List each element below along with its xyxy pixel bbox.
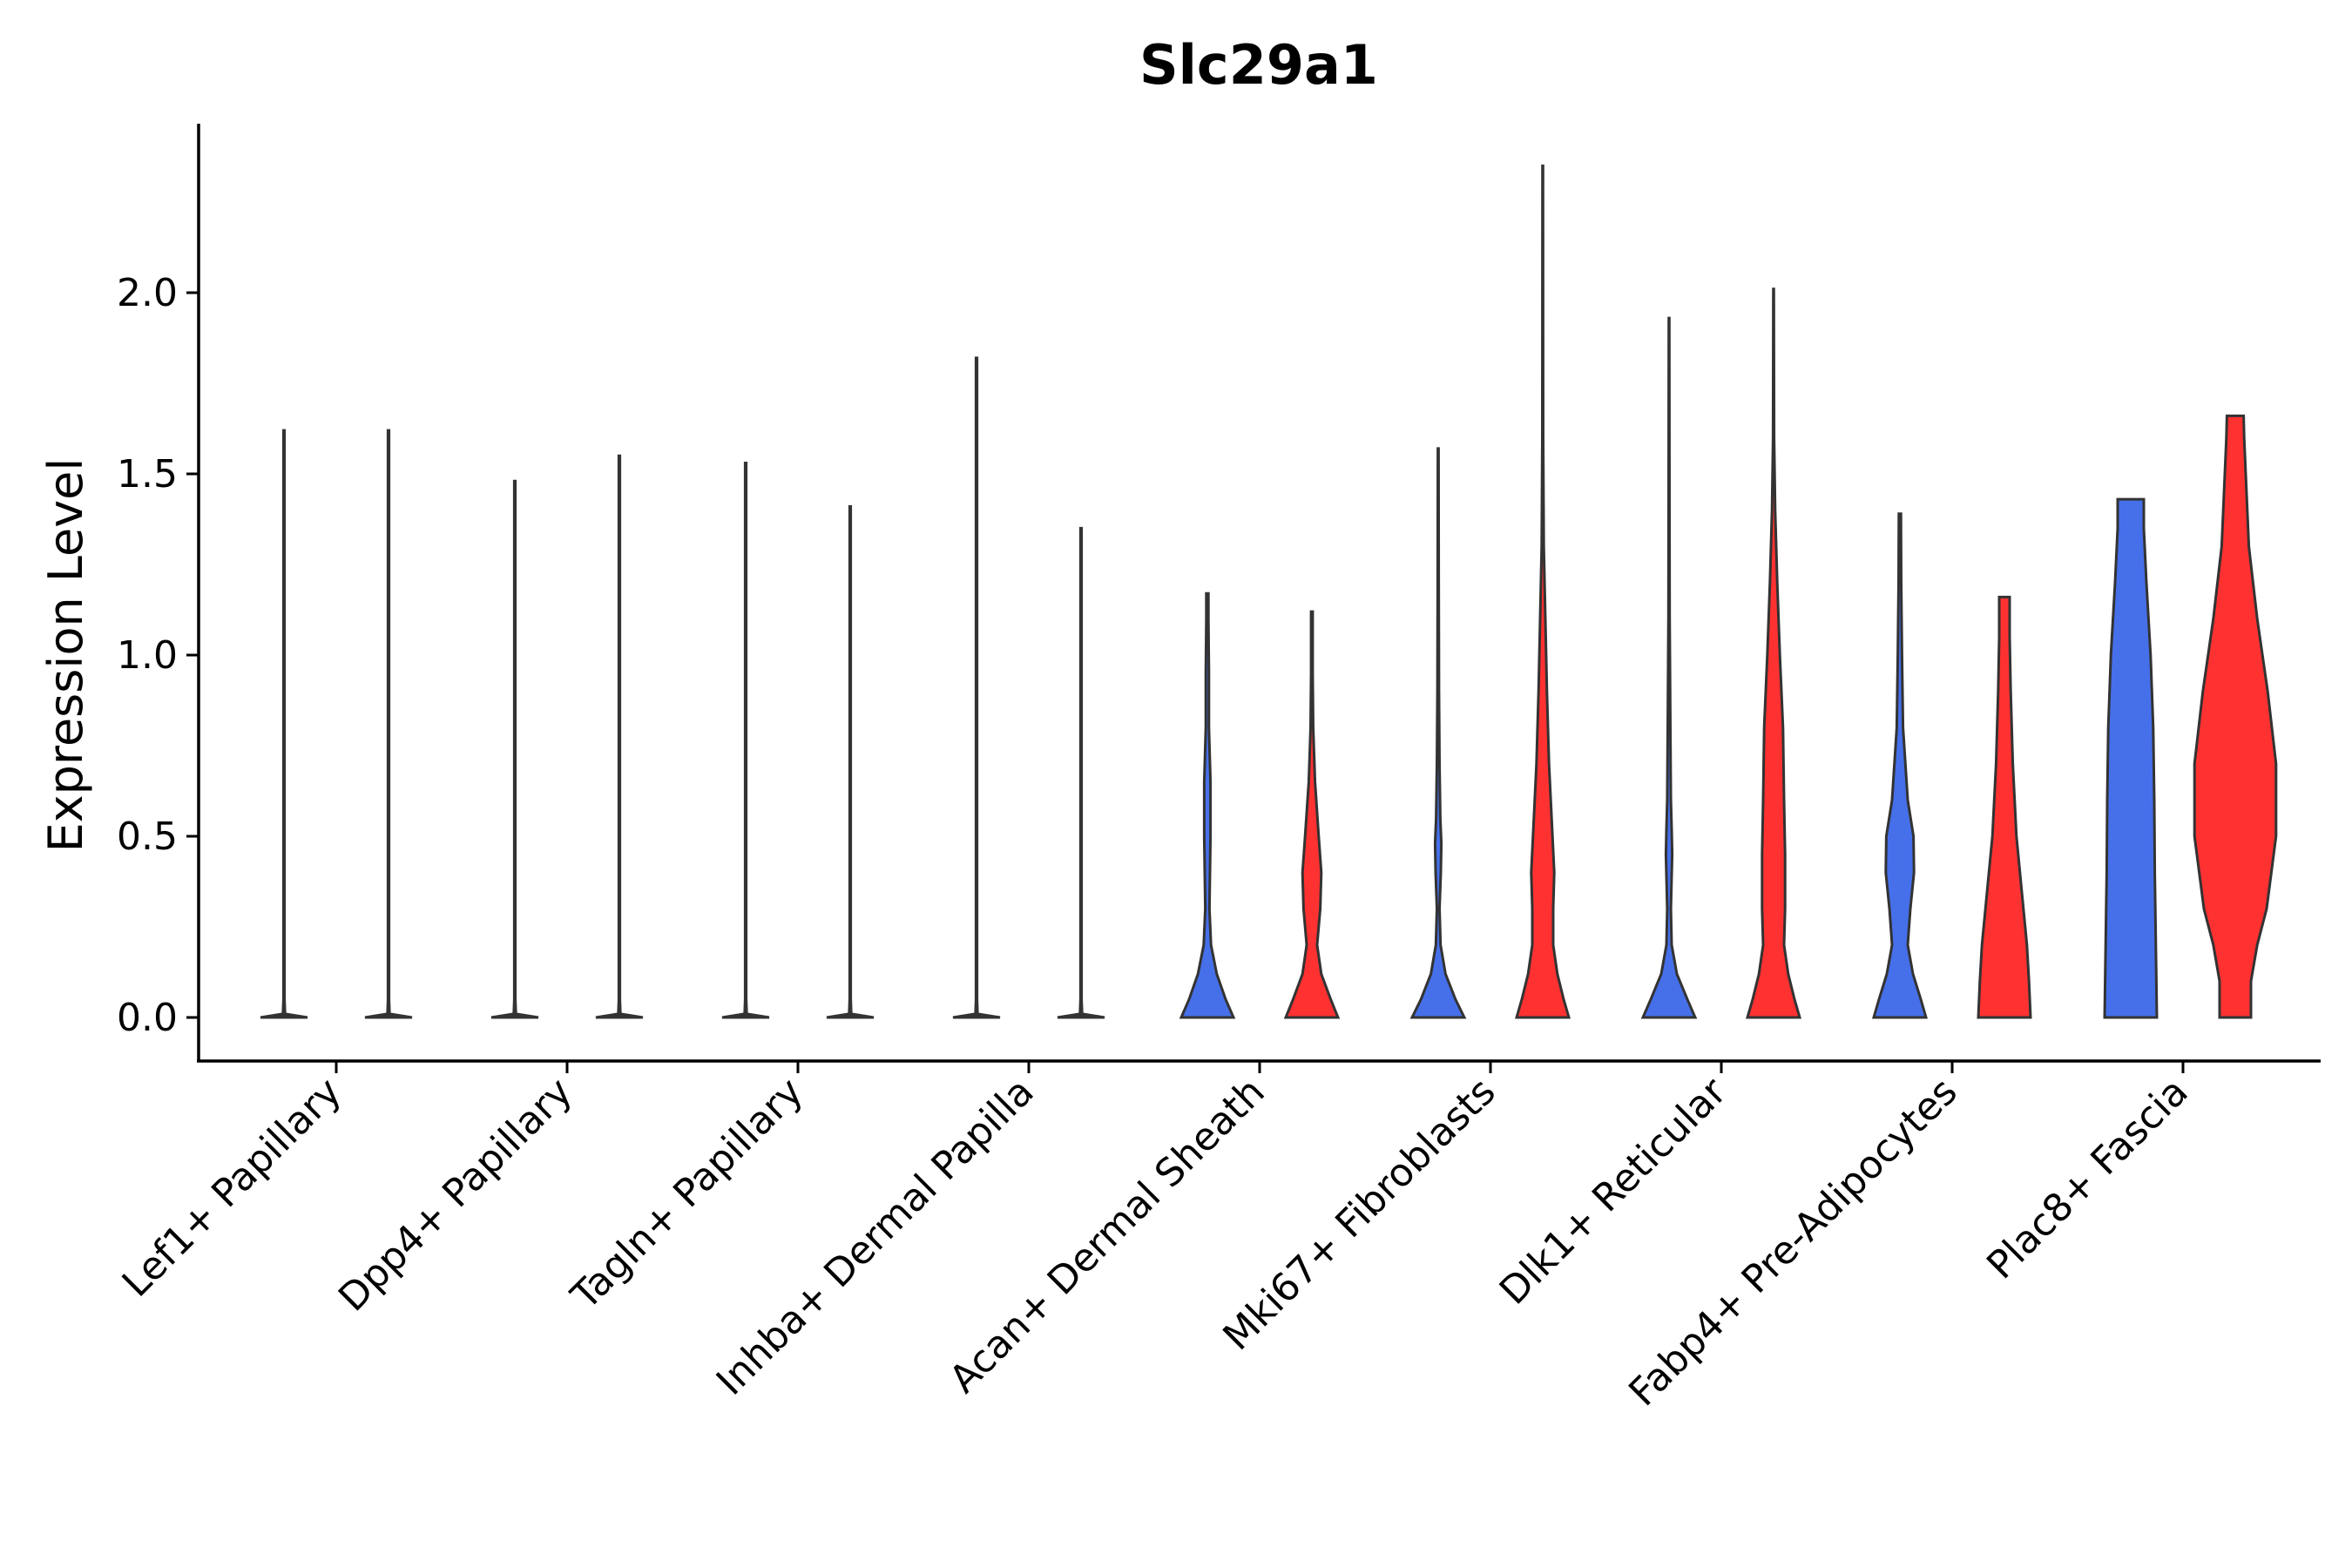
y-tick-label: 2.0 [117,271,178,315]
violin-lef1-papillary-a [260,429,308,1019]
violin-mki67-fibroblasts-a [1409,447,1467,1019]
violin-dpp4-papillary-b [595,454,644,1019]
y-axis-ticks: 0.0 0.5 1.0 1.5 2.0 [117,271,199,1040]
violin-plac8-fascia-b [2193,414,2278,1019]
violins-layer [260,164,2278,1019]
y-tick-label: 0.0 [117,996,178,1040]
violin-fabp4-pre-adipocytes-b [1977,595,2032,1019]
y-axis-label: Expression Level [38,458,93,853]
x-tick-label: Dpp4+ Papillary [330,1070,581,1321]
y-tick-label: 1.5 [117,452,178,497]
chart-title: Slc29a1 [1139,33,1378,97]
x-tick-label: Plac8+ Fascia [1978,1070,2197,1288]
x-tick-label: Lef1+ Papillary [114,1070,350,1306]
violin-inhba-dermal-papilla-a [952,356,1001,1019]
y-tick-label: 1.0 [117,633,178,678]
x-tick-label: Dlk1+ Reticular [1491,1069,1736,1314]
violin-acan-dermal-sheath-b [1283,610,1341,1019]
violin-dpp4-papillary-a [490,479,539,1019]
violin-lef1-papillary-b [364,429,413,1019]
violin-inhba-dermal-papilla-b [1057,526,1105,1019]
y-tick-label: 0.5 [117,814,178,859]
violin-dlk1-reticular-b [1746,287,1801,1019]
violin-dlk1-reticular-a [1640,316,1698,1019]
x-tick-label: Tagln+ Papillary [563,1070,812,1319]
violin-tagln-papillary-b [826,504,875,1019]
violin-mki67-fibroblasts-b [1515,164,1571,1019]
violin-acan-dermal-sheath-a [1179,591,1236,1019]
violin-tagln-papillary-a [721,462,770,1019]
violin-plac8-fascia-a [2103,497,2159,1019]
violin-fabp4-pre-adipocytes-a [1872,512,1928,1019]
